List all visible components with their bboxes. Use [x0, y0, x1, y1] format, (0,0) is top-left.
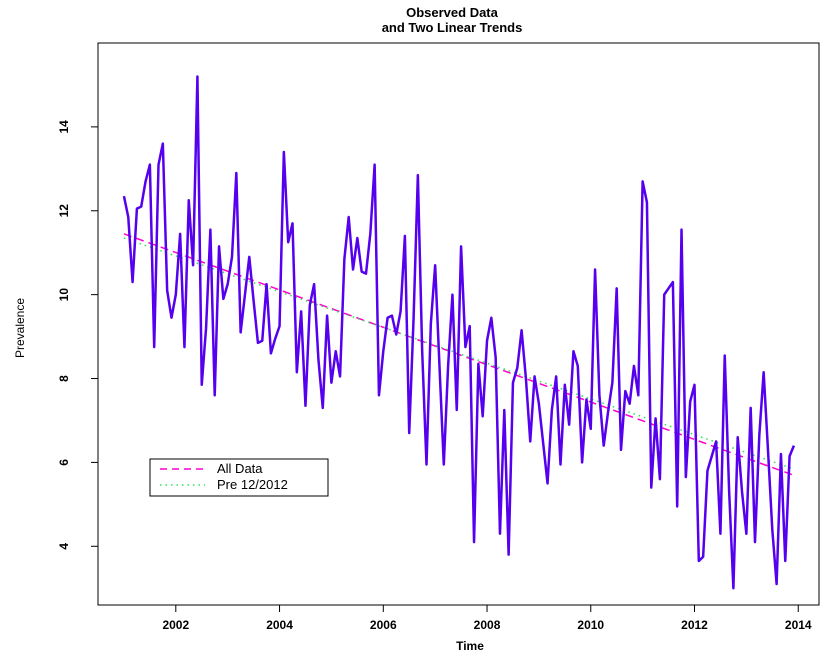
chart-title-line-1: Observed Data [406, 5, 499, 20]
trend-line-pre-12-2012 [123, 237, 794, 470]
y-tick-label: 12 [57, 204, 71, 218]
x-tick-label: 2006 [370, 618, 397, 632]
legend: All Data Pre 12/2012 [149, 458, 329, 497]
y-tick-label: 6 [57, 459, 71, 466]
x-tick-label: 2008 [474, 618, 501, 632]
y-axis: 4 6 8 10 12 14 [57, 120, 98, 550]
plot-frame [97, 42, 820, 606]
x-tick-label: 2012 [681, 618, 708, 632]
x-tick-label: 2004 [266, 618, 293, 632]
x-axis: 2002 2004 2006 2008 2010 2012 2014 [162, 605, 812, 632]
x-tick-label: 2010 [577, 618, 604, 632]
series-lines [122, 75, 796, 590]
x-axis-label: Time [456, 639, 484, 653]
y-axis-label: Prevalence [13, 298, 27, 358]
legend-label-all-data: All Data [217, 461, 263, 476]
x-tick-label: 2002 [162, 618, 189, 632]
y-tick-label: 14 [57, 120, 71, 134]
legend-box [149, 458, 329, 497]
y-tick-label: 10 [57, 288, 71, 302]
chart-title-line-2: and Two Linear Trends [382, 20, 523, 35]
legend-label-pre-12-2012: Pre 12/2012 [217, 477, 288, 492]
series-line-observed [122, 75, 796, 590]
y-tick-label: 8 [57, 375, 71, 382]
x-tick-label: 2014 [785, 618, 812, 632]
y-tick-label: 4 [57, 543, 71, 550]
